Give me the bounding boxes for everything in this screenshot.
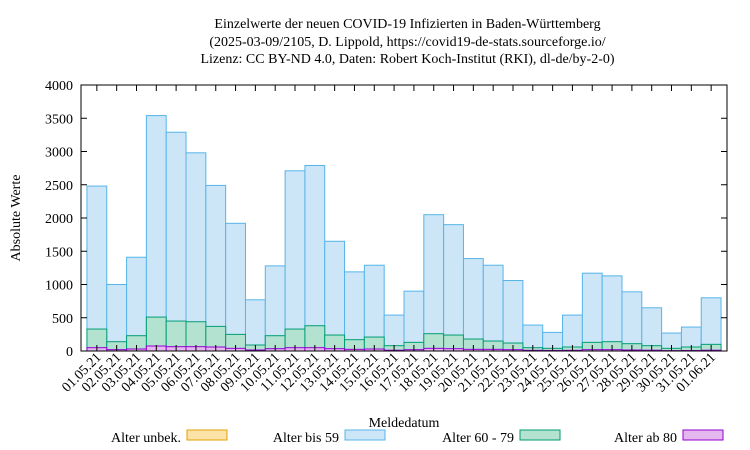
bar-alter-bis-59-17 xyxy=(423,214,445,352)
bar-alter-bis-59-1 xyxy=(106,284,128,352)
bar-alter-bis-59-27 xyxy=(621,291,643,352)
y-tick-label: 3500 xyxy=(45,112,73,127)
bar-alter-bis-59-3 xyxy=(145,115,167,352)
chart-title-line-2: (2025-03-09/2105, D. Lippold, https://co… xyxy=(209,35,606,50)
legend-label-alter-ab-80: Alter ab 80 xyxy=(614,431,677,446)
bar-alter-bis-59-4 xyxy=(165,131,187,352)
bar-alter-bis-59-20 xyxy=(482,264,504,352)
legend-swatch-alter-60-79 xyxy=(519,429,561,441)
y-tick-label: 4000 xyxy=(45,79,73,94)
chart-title-line-3: Lizenz: CC BY-ND 4.0, Daten: Robert Koch… xyxy=(200,52,615,67)
chart-title-line-1: Einzelwerte der neuen COVID-19 Infiziert… xyxy=(214,17,601,32)
bar-alter-bis-59-7 xyxy=(225,222,246,352)
legend-swatch-alter-unbek- xyxy=(186,429,228,441)
legend-swatch-alter-ab-80 xyxy=(682,429,724,441)
bar-alter-bis-59-31 xyxy=(700,297,722,352)
bar-alter-bis-59-25 xyxy=(581,272,603,352)
y-tick-label: 1000 xyxy=(45,279,73,294)
y-tick-label: 2000 xyxy=(45,212,73,227)
bar-alter-bis-59-28 xyxy=(641,307,663,352)
legend-label-alter-unbek-: Alter unbek. xyxy=(111,431,181,446)
bar-alter-bis-59-0 xyxy=(86,185,108,352)
legend-swatch-alter-bis-59 xyxy=(344,429,386,441)
legend-label-alter-bis-59: Alter bis 59 xyxy=(273,431,339,446)
y-tick-label: 0 xyxy=(66,345,73,360)
legend-label-alter-60-79: Alter 60 - 79 xyxy=(442,431,514,446)
bar-alter-bis-59-10 xyxy=(284,170,306,352)
bar-alter-bis-59-8 xyxy=(244,299,266,352)
y-tick-label: 2500 xyxy=(45,179,73,194)
y-tick-label: 500 xyxy=(52,312,73,327)
x-axis-label: Meldedatum xyxy=(369,416,440,431)
y-tick-label: 3000 xyxy=(45,146,73,161)
y-axis-label: Absolute Werte xyxy=(9,175,24,262)
bar-alter-bis-59-21 xyxy=(502,280,524,352)
bar-alter-bis-59-13 xyxy=(344,271,365,352)
bar-alter-bis-59-18 xyxy=(443,224,464,352)
bar-alter-bis-59-11 xyxy=(304,164,326,352)
bar-alter-bis-59-19 xyxy=(462,258,484,352)
bar-alter-bis-59-26 xyxy=(601,275,623,352)
y-tick-label: 1500 xyxy=(45,245,73,260)
